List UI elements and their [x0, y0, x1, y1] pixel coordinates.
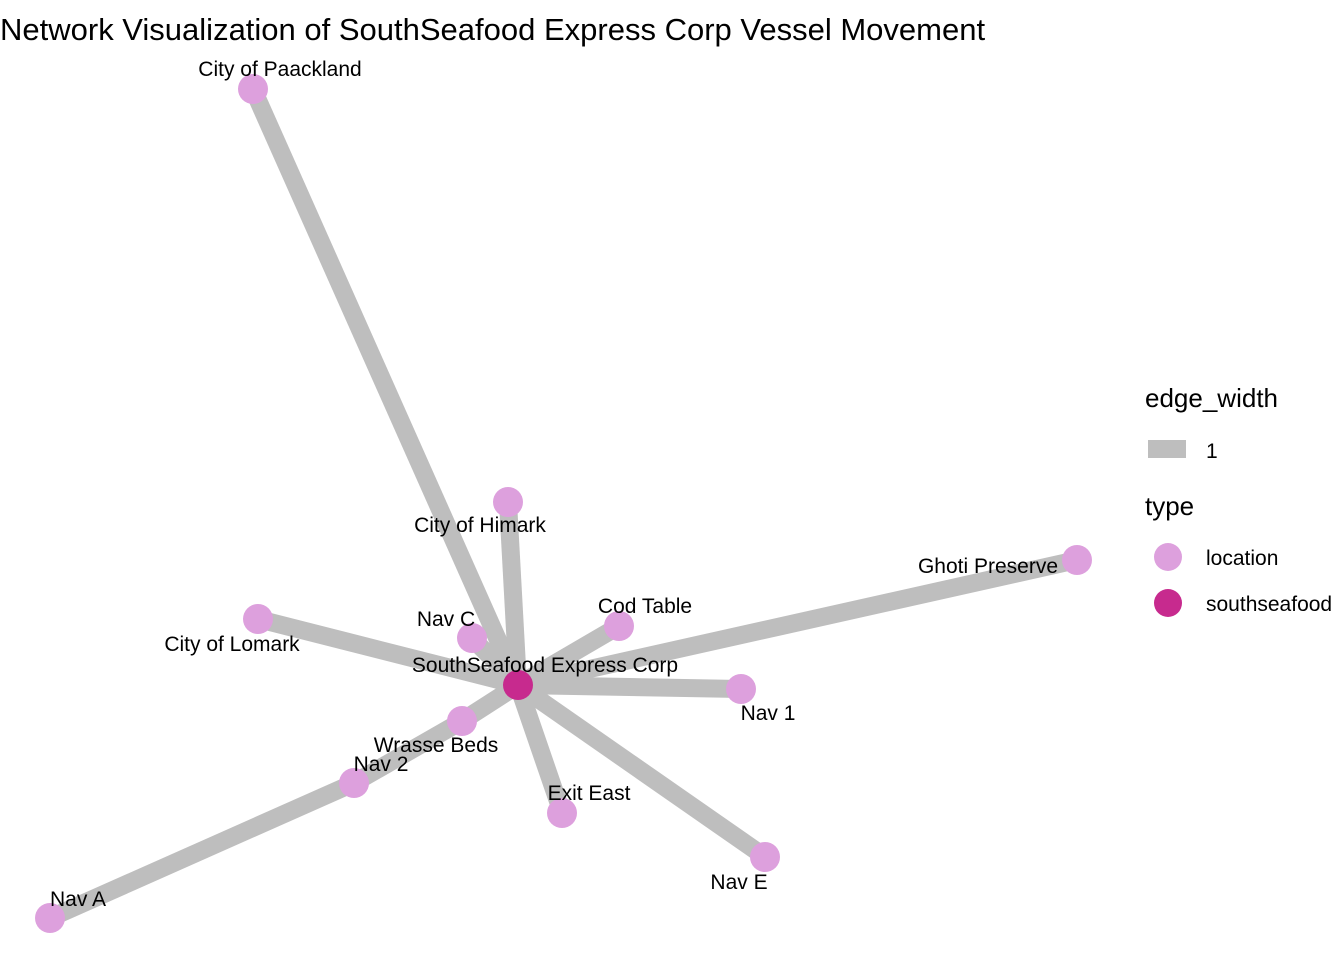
- chart-title: Network Visualization of SouthSeafood Ex…: [0, 12, 985, 47]
- node-codtable: [604, 611, 634, 641]
- node-label-paackland: City of Paackland: [198, 58, 361, 81]
- edge-sec-nave: [512, 677, 771, 865]
- node-label-lomark: City of Lomark: [164, 633, 300, 656]
- node-label-nava: Nav A: [50, 888, 106, 911]
- node-label-navc: Nav C: [417, 608, 475, 631]
- edge-sec-exiteast: [509, 682, 571, 816]
- node-label-nav1: Nav 1: [741, 702, 796, 725]
- edges-layer: [46, 85, 1079, 927]
- node-sec: [503, 670, 533, 700]
- legend-edge-width-label: 1: [1206, 440, 1218, 463]
- node-paackland: [238, 74, 268, 104]
- edge-sec-nav1: [517, 676, 742, 698]
- legend-type-southseafood-key: [1154, 589, 1182, 617]
- node-nav2: [339, 768, 369, 798]
- node-nav1: [726, 674, 756, 704]
- node-lomark: [243, 604, 273, 634]
- legend-type-location-label: location: [1206, 547, 1278, 570]
- edge-nav2-nava: [46, 774, 358, 927]
- node-label-himark: City of Himark: [414, 514, 546, 537]
- edge-sec-himark: [499, 501, 527, 686]
- legend: edge_width 1 type location southseafood: [1145, 383, 1332, 617]
- node-label-sec: SouthSeafood Express Corp: [412, 654, 678, 677]
- edge-wrasse-nav2: [349, 713, 467, 791]
- node-label-codtable: Cod Table: [598, 595, 692, 618]
- legend-edge-width-key: [1148, 440, 1186, 458]
- node-label-nave: Nav E: [710, 871, 767, 894]
- node-label-exiteast: Exit East: [548, 782, 631, 805]
- legend-type-title: type: [1145, 491, 1194, 521]
- node-ghoti: [1062, 545, 1092, 575]
- labels-layer: SouthSeafood Express Corp City of Paackla…: [50, 58, 1058, 911]
- node-navc: [457, 623, 487, 653]
- edge-sec-lomark: [255, 610, 521, 694]
- node-label-wrasse: Wrasse Beds: [374, 734, 499, 757]
- node-himark: [493, 487, 523, 517]
- node-exiteast: [547, 798, 577, 828]
- node-wrasse: [447, 706, 477, 736]
- legend-edge-width-title: edge_width: [1145, 383, 1278, 413]
- legend-type-location-key: [1154, 543, 1182, 571]
- legend-type-southseafood-label: southseafood: [1206, 593, 1332, 616]
- edge-sec-paackland: [244, 85, 527, 689]
- node-nave: [750, 842, 780, 872]
- node-label-ghoti: Ghoti Preserve: [918, 555, 1058, 578]
- nodes-layer: [35, 74, 1092, 933]
- node-nava: [35, 903, 65, 933]
- edge-sec-ghoti: [516, 551, 1079, 694]
- node-label-nav2: Nav 2: [354, 753, 409, 776]
